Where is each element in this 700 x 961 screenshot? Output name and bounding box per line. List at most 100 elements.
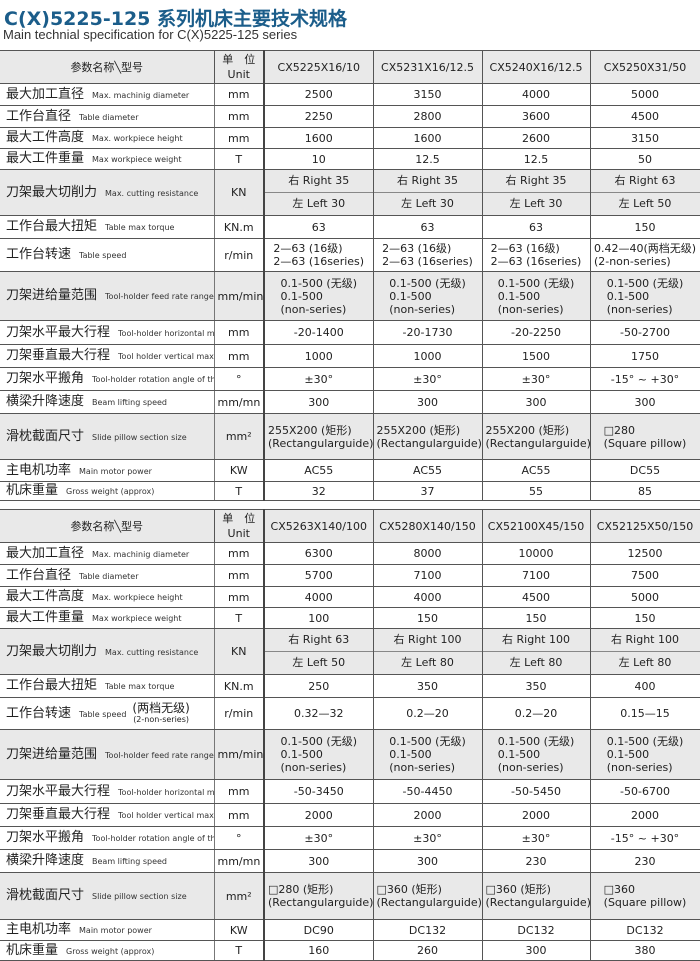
row-unit: r/min (213, 697, 265, 730)
row-value-text: 0.1-500 (无级) 0.1-500 (non-series) (389, 735, 466, 774)
unit-header-en: Unit (227, 68, 250, 81)
row-value-line: 左 Left 80 (374, 651, 481, 674)
row-value: 1600 (263, 127, 374, 149)
row-value: 100 (263, 607, 374, 629)
row-label: 刀架水平搬角 Tool-holder rotation angle of the … (0, 826, 215, 850)
row-label: 工作台转速 Table speed (两档无级) (2-non-series) (0, 697, 215, 730)
row-label-en: Table diameter (79, 571, 139, 581)
row-label-cn: 主电机功率 (6, 462, 72, 478)
row-value: 0.1-500 (无级) 0.1-500 (non-series) (372, 271, 483, 321)
row-value: 0.32—32 (263, 697, 374, 730)
row-value: 右 Right 35 左 Left 30 (481, 169, 591, 216)
row-value-line: 左 Left 30 (483, 192, 589, 215)
row-value: 300 (263, 849, 374, 873)
row-value: AC55 (263, 459, 374, 482)
row-label-cn: 刀架水平搬角 (6, 371, 85, 386)
row-value: 4500 (589, 105, 700, 128)
unit-header-cn: 单 位 (222, 512, 256, 525)
row-value: ±30° (372, 826, 483, 850)
row-value: 3150 (589, 127, 700, 149)
row-label: 刀架最大切削力 Max. cutting resistance (0, 169, 215, 216)
row-value-text: 0.1-500 (无级) 0.1-500 (non-series) (280, 276, 358, 316)
row-label-en: Table max torque (105, 682, 175, 691)
row-label-en: Gross weight (approx) (66, 487, 155, 496)
row-value: □280 (矩形) (Rectangularguide) (263, 872, 374, 920)
row-value-line: 右 Right 63 (614, 174, 676, 187)
model-header: CX5263X140/100 (263, 509, 374, 543)
row-value: -20-2250 (481, 320, 591, 345)
row-value-text: 0.1-500 (无级) 0.1-500 (non-series) (280, 735, 358, 774)
row-value: 右 Right 63 左 Left 50 (589, 169, 700, 216)
spec-table-1: 参数名称╲型号单 位 Unit CX5225X16/10 CX5231X16/12.5… (0, 50, 700, 501)
row-value-line: 右 Right 35 (397, 174, 458, 187)
row-value: 0.42—40(两档无级) (2-non-series) (589, 238, 700, 272)
table-row: 最大工件重量 Max workpiece weight T 100 150 150 150 (0, 607, 700, 629)
row-value: -50-6700 (589, 779, 700, 804)
row-label-note-cn: (两档无级) (132, 700, 190, 715)
row-value: 右 Right 63 左 Left 50 (263, 628, 374, 675)
table-row: 刀架进给量范围 Tool-holder feed rate range mm/min… (0, 271, 700, 321)
row-value-text: 2—63 (16级) 2—63 (16series) (273, 242, 365, 268)
row-unit: mm (213, 779, 265, 804)
model-header: CX5231X16/12.5 (372, 50, 483, 84)
row-label: 工作台直径 Table diameter (0, 105, 215, 128)
row-value: DC90 (263, 919, 374, 941)
row-value: 12.5 (481, 148, 591, 170)
row-label: 滑枕截面尺寸 Slide pillow section size (0, 413, 215, 460)
row-label-cn: 机床重量 (6, 483, 59, 498)
row-value: 150 (589, 607, 700, 629)
row-value: 7500 (589, 564, 700, 587)
row-label-en: Main motor power (79, 926, 152, 935)
row-label-cn: 工作台转速 (6, 247, 72, 262)
row-label-cn: 刀架水平搬角 (6, 830, 85, 845)
row-value: -50-2700 (589, 320, 700, 345)
row-value: ±30° (481, 826, 591, 850)
model-header: CX5280X140/150 (372, 509, 483, 543)
unit-header: 单 位 Unit (213, 50, 265, 84)
row-value-line: 左 Left 80 (591, 651, 699, 674)
row-label: 主电机功率 Main motor power (0, 919, 215, 941)
row-value: 1000 (372, 344, 483, 368)
row-value: 380 (589, 940, 700, 961)
row-value: 10000 (481, 542, 591, 565)
row-value: ±30° (372, 367, 483, 391)
row-value: 1600 (372, 127, 483, 149)
row-label-en: Slide pillow section size (92, 432, 187, 442)
row-label-en: Tool-holder rotation angle of the level … (92, 375, 213, 384)
row-label-en: Max workpiece weight (92, 614, 182, 623)
table-row: 刀架水平搬角 Tool-holder rotation angle of the … (0, 826, 700, 850)
row-value: 0.2—20 (481, 697, 591, 730)
row-value-line: 右 Right 100 (502, 633, 570, 646)
row-label: 刀架垂直最大行程 Tool holder vertical max stroke (0, 344, 215, 368)
row-value: □360 (Square pillow) (589, 872, 700, 920)
row-unit: mm/min (213, 271, 265, 321)
row-label-note: (两档无级) (2-non-series) (132, 700, 190, 725)
row-value-text: 0.1-500 (无级) 0.1-500 (non-series) (606, 735, 684, 774)
row-value: 8000 (372, 542, 483, 565)
row-value: 0.1-500 (无级) 0.1-500 (non-series) (263, 729, 374, 780)
row-value-text: □280 (Square pillow) (603, 423, 687, 450)
row-value: -50-4450 (372, 779, 483, 804)
row-label-en: Beam lifting speed (92, 857, 168, 866)
row-value: 300 (263, 390, 374, 414)
row-value: -15° ~ +30° (589, 367, 700, 391)
row-label-cn: 工作台最大扭矩 (6, 219, 98, 234)
row-value: 255X200 (矩形) (Rectangularguide) (481, 413, 591, 460)
row-label: 工作台转速 Table speed (0, 238, 215, 272)
row-label-cn: 最大工件重量 (6, 610, 85, 625)
row-label: 工作台直径 Table diameter (0, 564, 215, 587)
row-unit: mm (213, 542, 265, 565)
row-value: 230 (481, 849, 591, 873)
row-value: 63 (263, 215, 374, 239)
row-label: 机床重量 Gross weight (approx) (0, 940, 215, 961)
row-unit: r/min (213, 238, 265, 272)
row-value: 350 (481, 674, 591, 698)
table-row: 刀架进给量范围 Tool-holder feed rate range mm/min… (0, 729, 700, 780)
row-value-line: 右 Right 35 (505, 174, 567, 187)
param-header: 参数名称╲型号 (0, 50, 215, 84)
row-label-en: Max. cutting resistance (105, 188, 199, 198)
table-row: 滑枕截面尺寸 Slide pillow section size mm² 255X20… (0, 413, 700, 460)
row-value-line: 左 Left 80 (483, 651, 589, 674)
row-value: 0.1-500 (无级) 0.1-500 (non-series) (481, 729, 591, 780)
row-label: 机床重量 Gross weight (approx) (0, 481, 215, 501)
